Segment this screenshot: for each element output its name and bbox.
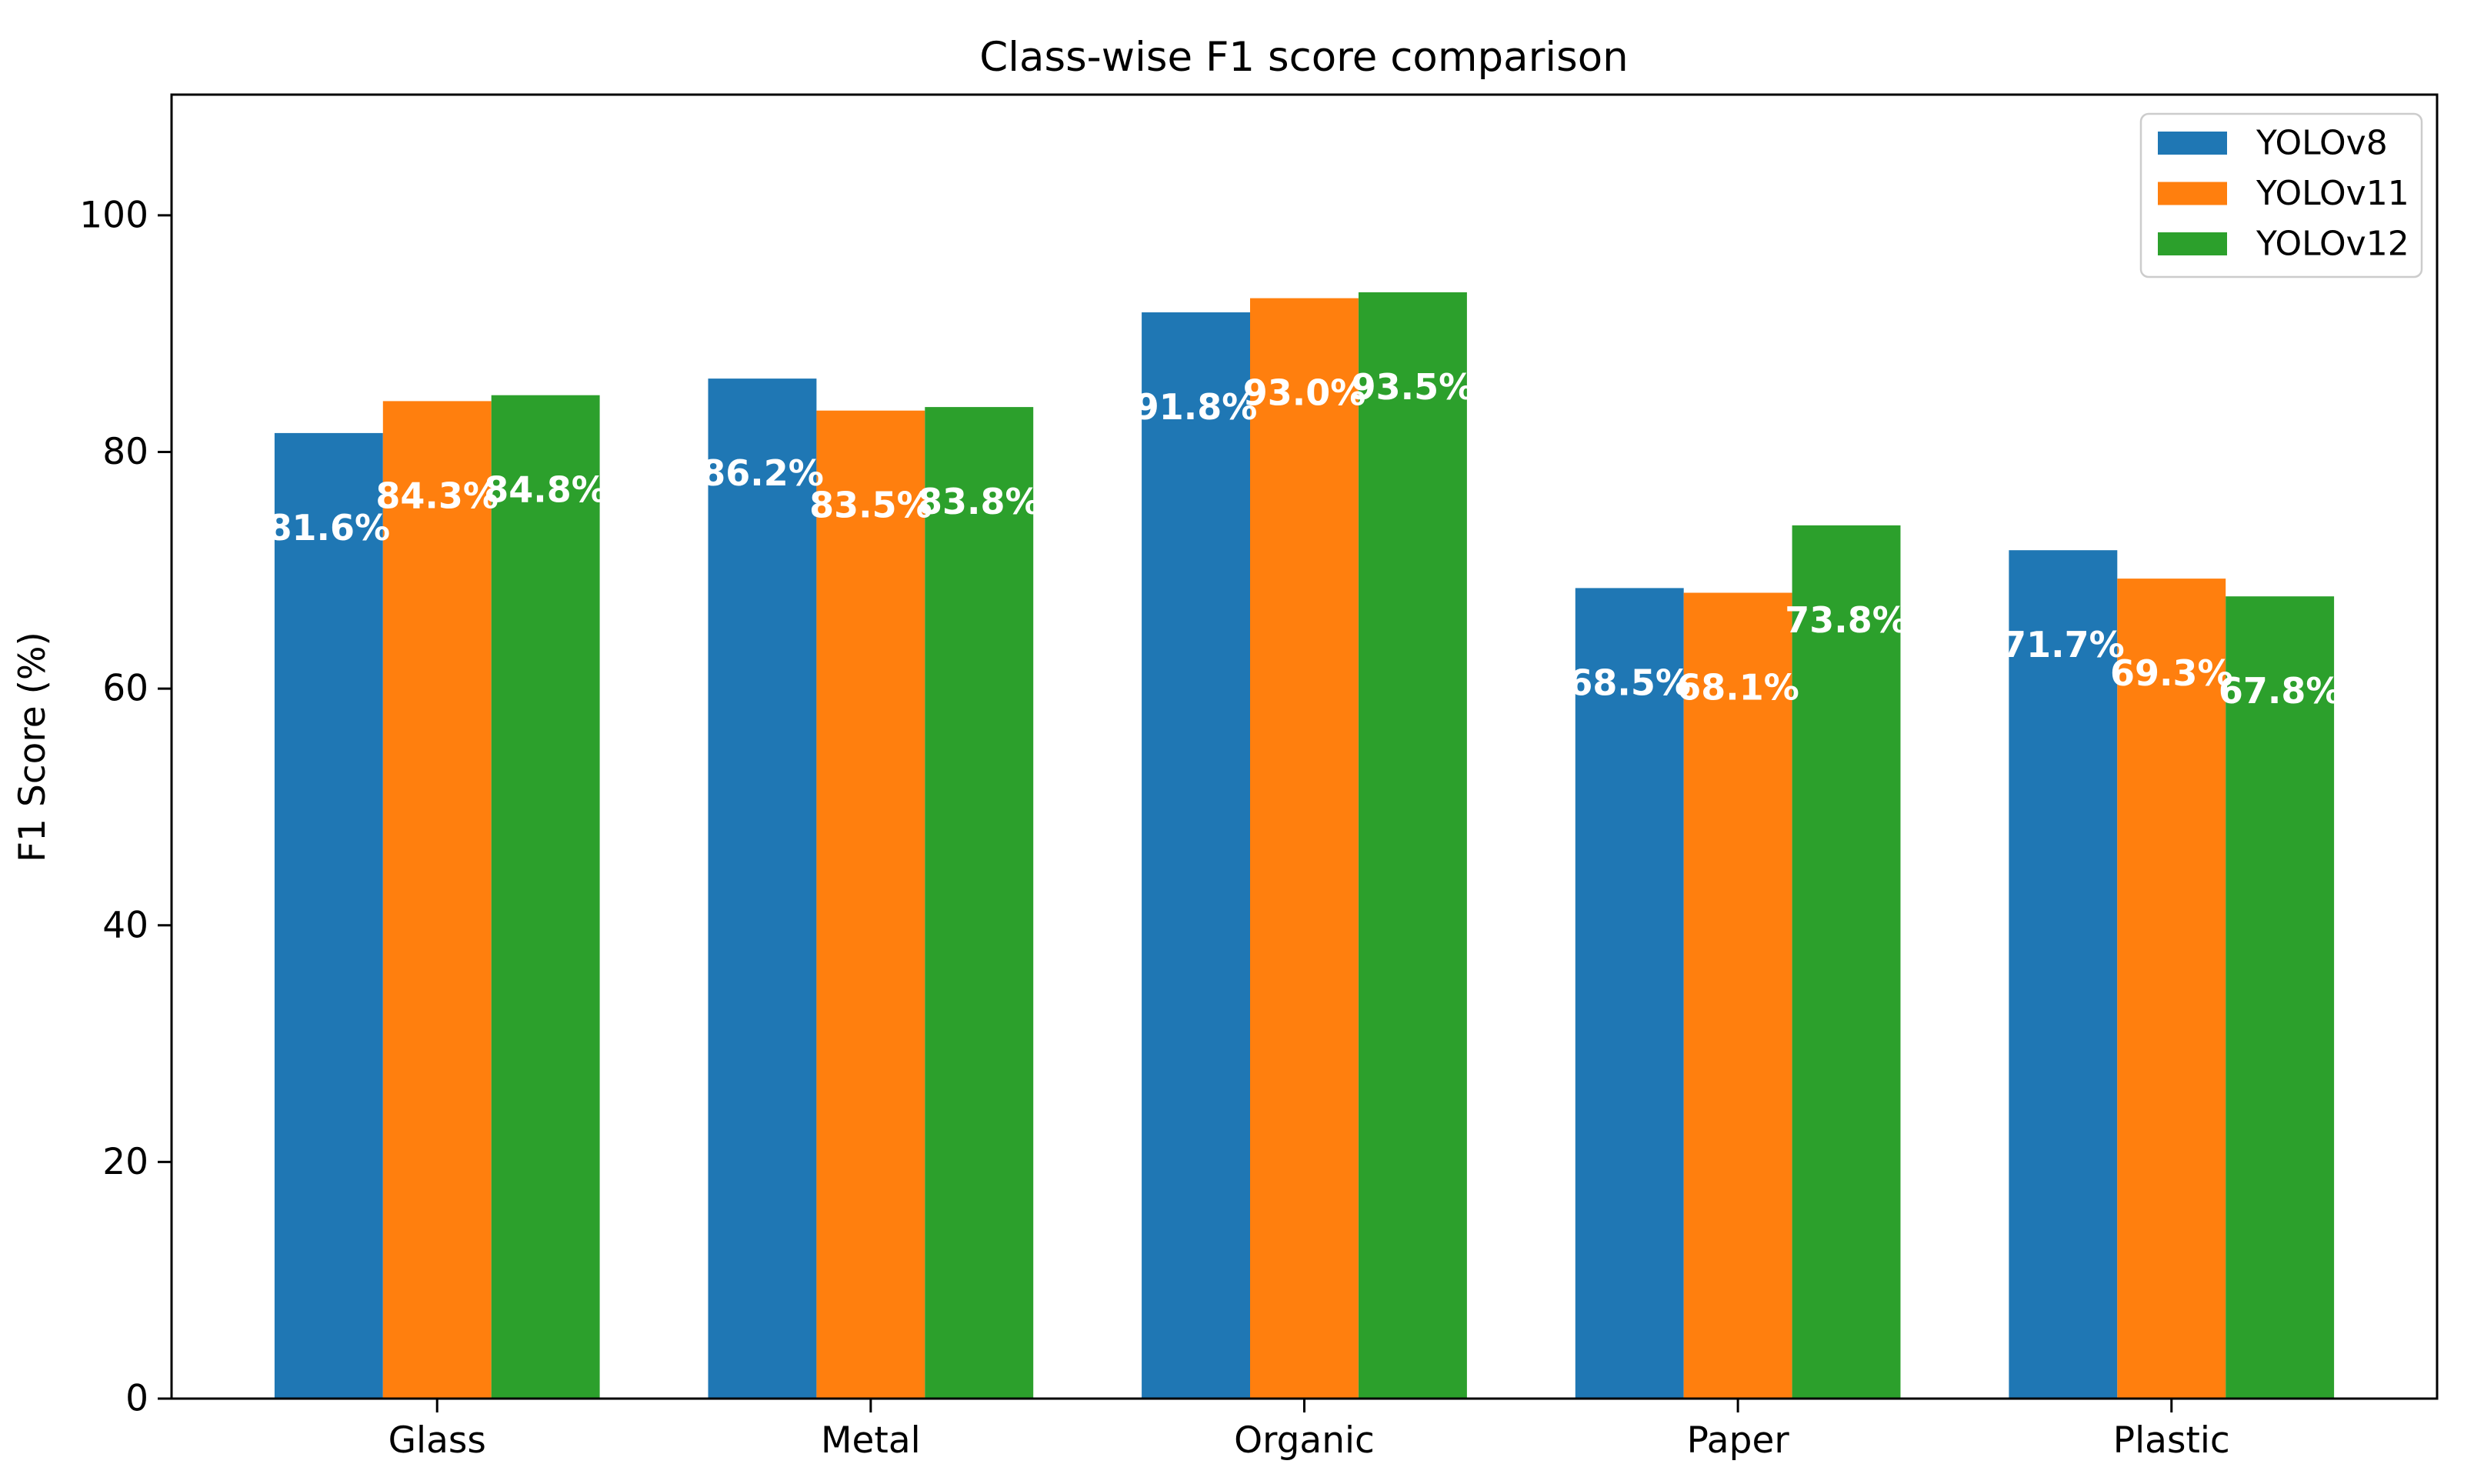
bar-value-label: 83.5% (809, 485, 932, 526)
y-tick-label: 20 (102, 1141, 148, 1183)
x-tick-label: Paper (1687, 1419, 1790, 1462)
bar-glass-yolov11 (382, 401, 492, 1399)
bar-value-label: 69.3% (2110, 652, 2233, 694)
bar-value-label: 93.0% (1243, 372, 1366, 414)
legend: YOLOv8 YOLOv11 YOLOv12 (2139, 112, 2423, 278)
bar-glass-yolov12 (491, 395, 600, 1399)
y-tick-label: 0 (125, 1378, 148, 1420)
legend-swatch-yolov8 (2158, 132, 2227, 155)
y-tick-label: 40 (102, 904, 148, 946)
bar-glass-yolov8 (274, 432, 383, 1399)
bar-organic-yolov11 (1250, 298, 1359, 1399)
bar-organic-yolov12 (1359, 292, 1467, 1399)
legend-label: YOLOv8 (2256, 124, 2388, 163)
y-tick-label: 60 (102, 668, 148, 710)
bar-value-label: 93.5% (1352, 366, 1475, 408)
bar-metal-yolov8 (708, 379, 817, 1399)
x-tick-label: Glass (388, 1419, 486, 1462)
bar-value-label: 68.5% (1568, 662, 1691, 703)
bar-metal-yolov11 (816, 410, 925, 1399)
legend-swatch-yolov11 (2158, 182, 2227, 205)
y-tick-label: 100 (79, 194, 148, 236)
legend-label: YOLOv12 (2256, 225, 2409, 264)
bar-value-label: 84.3% (375, 475, 498, 516)
bar-value-label: 83.8% (918, 481, 1041, 522)
bar-paper-yolov12 (1792, 525, 1901, 1399)
chart-title: Class-wise F1 score comparison (979, 34, 1628, 81)
y-axis-label: F1 Score (%) (12, 632, 54, 862)
bar-plastic-yolov8 (2009, 550, 2118, 1399)
bar-value-label: 91.8% (1135, 386, 1258, 428)
bar-labels-layer: 81.6% 86.2% 91.8% 68.5% 71.7% 84.3% 83.5% 93.0%… (268, 366, 2342, 712)
bar-value-label: 71.7% (2002, 624, 2125, 665)
bar-paper-yolov8 (1575, 588, 1684, 1399)
bar-plastic-yolov11 (2117, 579, 2226, 1399)
y-tick-label: 80 (102, 431, 148, 473)
bar-value-label: 68.1% (1676, 667, 1799, 709)
legend-swatch-yolov12 (2158, 232, 2227, 255)
x-tick-label: Organic (1234, 1419, 1375, 1462)
bar-metal-yolov12 (925, 407, 1034, 1399)
bar-value-label: 86.2% (701, 452, 824, 494)
axes-layer: 0 20 40 60 80 100 Glass Metal Organic Paper Plasti… (79, 93, 2439, 1462)
x-tick-label: Plastic (2113, 1419, 2230, 1462)
bar-paper-yolov11 (1683, 592, 1792, 1399)
bar-value-label: 81.6% (268, 507, 391, 549)
bar-value-label: 84.8% (484, 469, 607, 511)
bar-organic-yolov8 (1142, 312, 1250, 1399)
legend-label: YOLOv11 (2256, 174, 2409, 213)
bar-value-label: 67.8% (2219, 670, 2342, 712)
bars-layer (274, 292, 2335, 1399)
x-tick-label: Metal (821, 1419, 921, 1462)
bar-plastic-yolov12 (2226, 596, 2335, 1399)
bar-value-label: 73.8% (1785, 599, 1908, 641)
